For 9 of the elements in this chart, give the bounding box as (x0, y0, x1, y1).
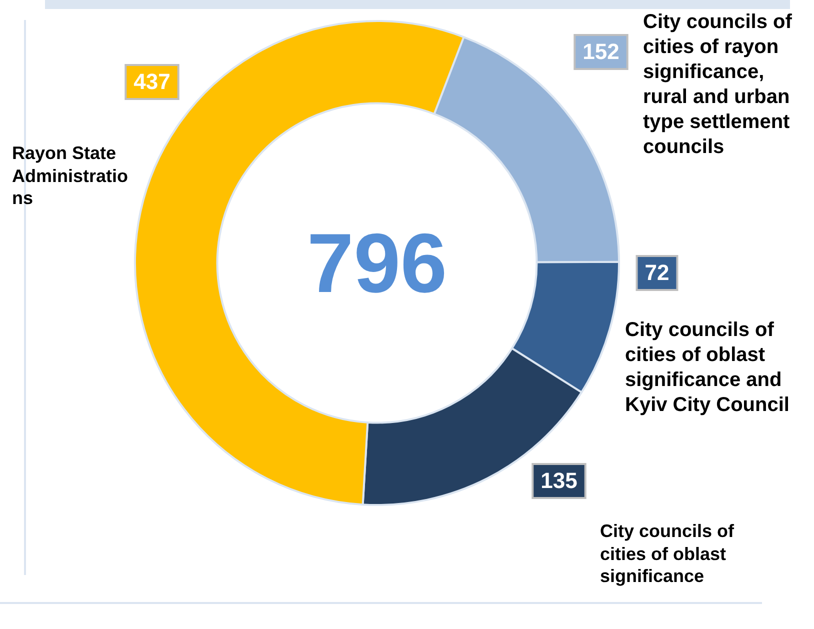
text: 796 (307, 214, 448, 312)
data-label: 135 (540, 468, 578, 494)
slice-label: City councils of cities of rayon significance, rural and urban type settlement councils (643, 10, 793, 160)
slice-label: Rayon State Administrations (12, 142, 130, 210)
slice-label: City councils of cities of oblast significance (600, 520, 736, 588)
data-label: 437 (134, 69, 170, 94)
slice-label: City councils of cities of oblast significance and Kyiv City Council (625, 318, 790, 418)
data-label: 72 (644, 260, 670, 286)
data-label: 152 (582, 39, 620, 64)
